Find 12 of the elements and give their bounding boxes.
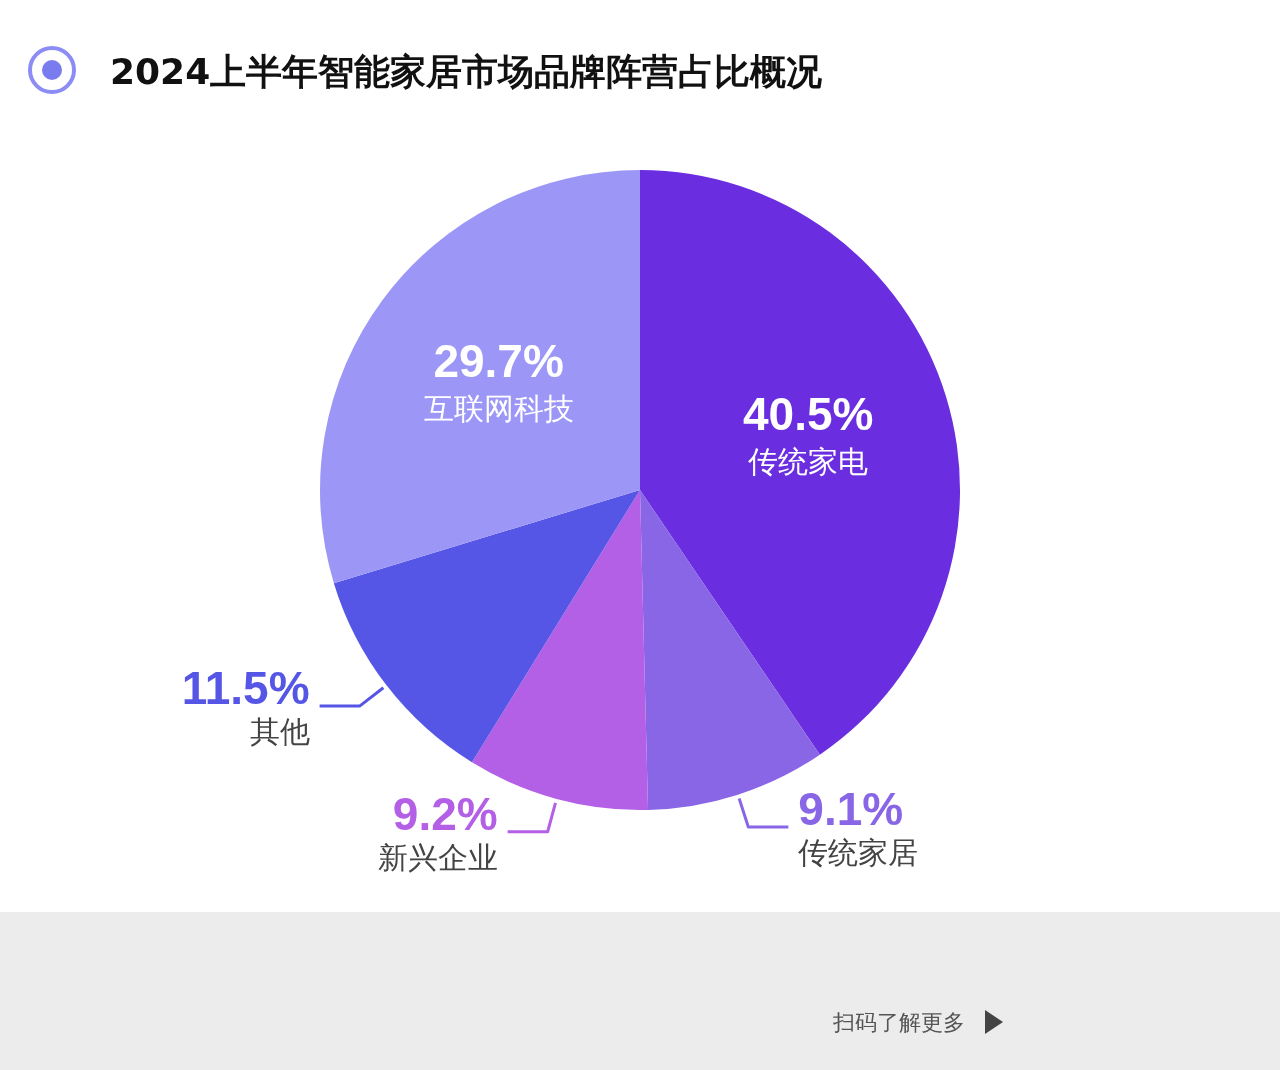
chart-title: 2024上半年智能家居市场品牌阵营占比概况: [110, 50, 823, 94]
slice-label: 新兴企业: [377, 839, 498, 875]
slice-label: 互联网科技: [423, 391, 574, 427]
slice-label: 其他: [249, 714, 310, 750]
data-label: 40.5%: [743, 388, 874, 441]
data-label: 29.7%: [433, 335, 564, 388]
slice-label: 传统家电: [748, 444, 869, 480]
data-label: 9.1%: [798, 783, 904, 836]
data-label: 11.5%: [181, 662, 310, 715]
text: 扫码了解更多: [833, 1009, 965, 1037]
data-label: 9.2%: [392, 787, 498, 840]
slice-label: 传统家居: [798, 835, 919, 871]
